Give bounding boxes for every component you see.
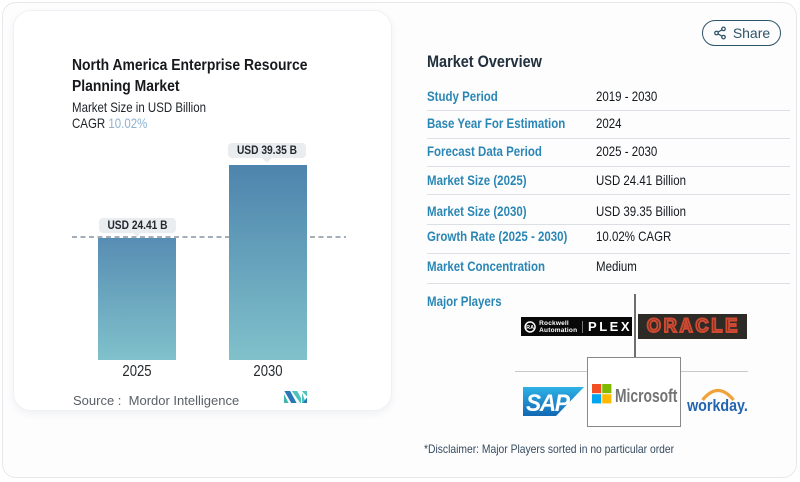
- svg-text:workday.: workday.: [686, 397, 748, 414]
- svg-text:RA: RA: [526, 325, 534, 331]
- svg-text:SAP: SAP: [526, 390, 570, 416]
